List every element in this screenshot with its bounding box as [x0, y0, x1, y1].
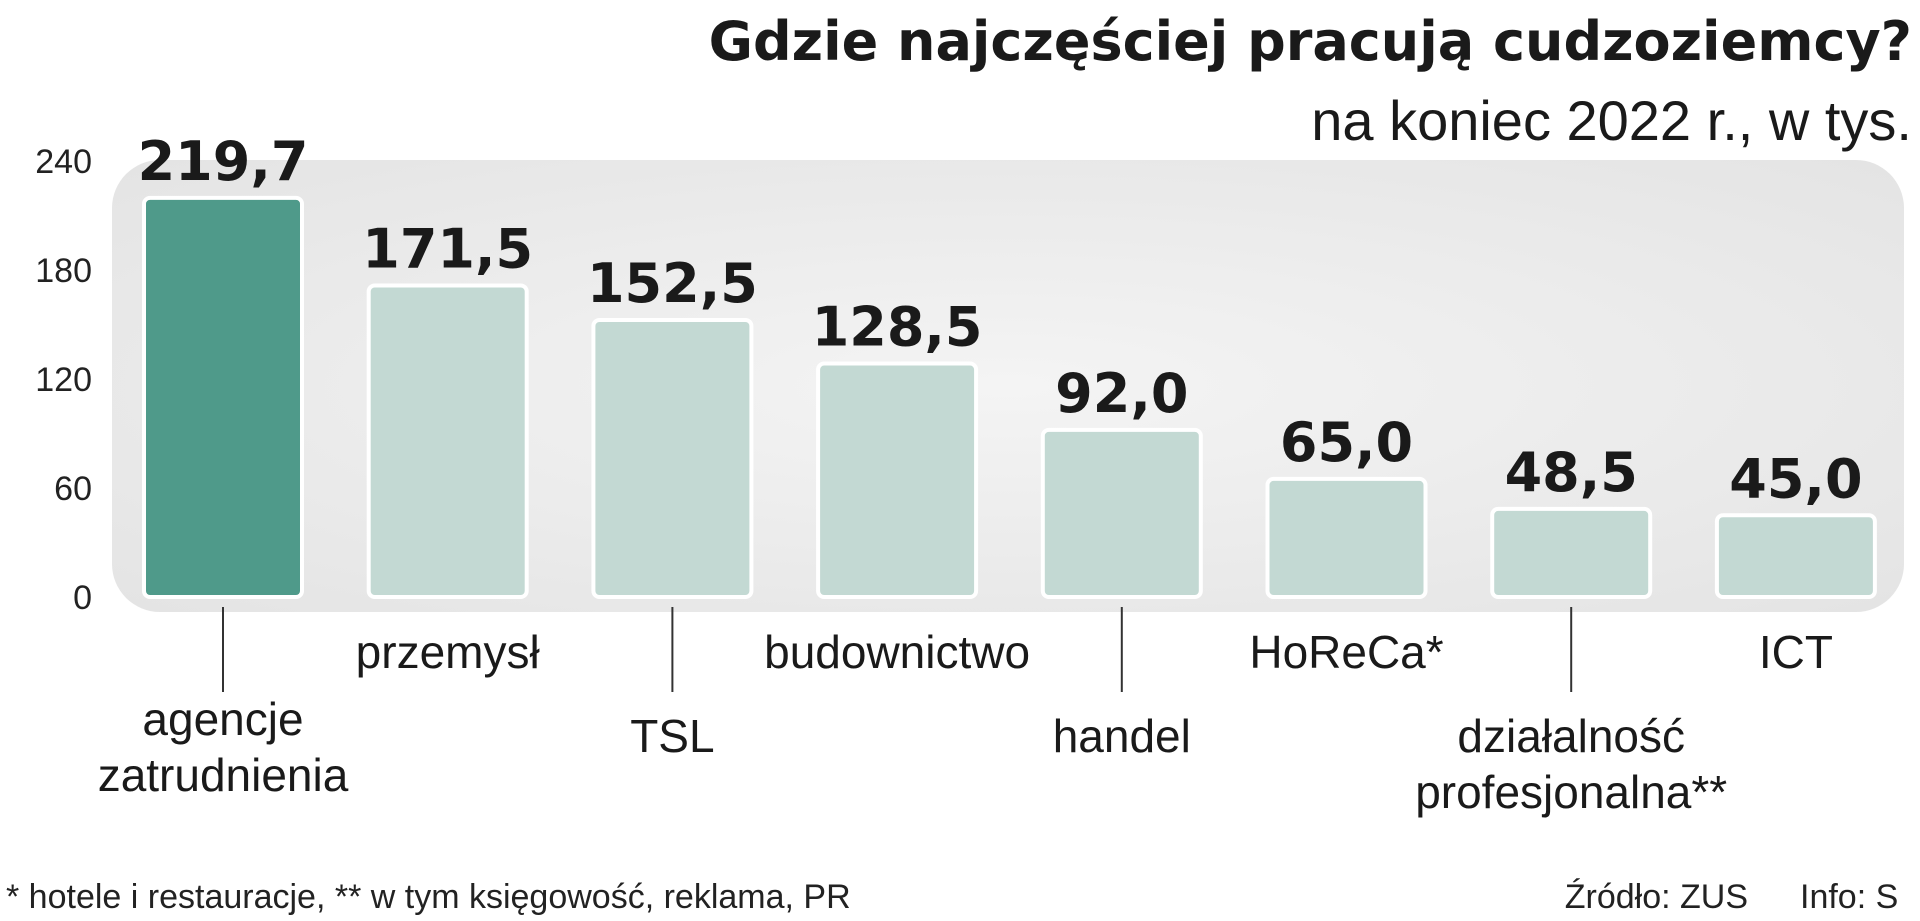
chart-subtitle: na koniec 2022 r., w tys.: [1311, 89, 1912, 152]
bar: [816, 361, 979, 599]
category-labels: agencje zatrudnieniaprzemysłTSLbudownictw…: [98, 626, 1833, 818]
y-tick-label: 60: [54, 470, 92, 508]
category-label-line: zatrudnienia: [98, 749, 349, 801]
bar: [1490, 506, 1653, 599]
data-label: 128,5: [812, 296, 983, 359]
bar: [1040, 427, 1203, 599]
category-label-line: TSL: [630, 710, 714, 762]
bar: [366, 283, 529, 599]
category-label-line: budownictwo: [764, 626, 1030, 678]
category-label: HoReCa*: [1249, 626, 1443, 678]
category-label: działalność profesjonalna**: [1415, 710, 1727, 818]
data-label: 45,0: [1729, 447, 1862, 510]
category-label-line: HoReCa*: [1249, 626, 1443, 678]
chart-title: Gdzie najczęściej pracują cudzoziemcy?: [709, 10, 1912, 73]
value-labels: 219,7 171,5 152,5 128,5 92,0 65,0 48,5 45,0: [138, 130, 1863, 510]
category-label-line: działalność: [1457, 710, 1685, 762]
data-label: 171,5: [362, 217, 533, 280]
category-label-line: ICT: [1759, 626, 1833, 678]
bar: [142, 195, 304, 599]
y-tick-label: 180: [35, 252, 92, 290]
category-label: budownictwo: [764, 626, 1030, 678]
data-label: 65,0: [1280, 411, 1413, 474]
plot-background: [112, 160, 1904, 612]
info-label: Info: S: [1800, 878, 1898, 916]
y-tick-label: 120: [35, 361, 92, 399]
y-axis: 0 60 120 180 240: [35, 143, 92, 617]
bar: [1265, 476, 1428, 599]
bars: [142, 195, 1877, 692]
category-label-line: agencje: [142, 693, 303, 745]
data-label: 152,5: [587, 252, 758, 315]
data-label: 48,5: [1505, 441, 1638, 504]
category-label: TSL: [630, 710, 714, 762]
y-tick-label: 0: [73, 579, 92, 617]
source-label: Źródło: ZUS: [1565, 878, 1748, 916]
category-label: agencje zatrudnienia: [98, 693, 349, 801]
category-label-line: przemysł: [356, 626, 540, 678]
bar: [591, 317, 754, 599]
category-label: przemysł: [356, 626, 540, 678]
bar: [1714, 513, 1877, 599]
category-label: ICT: [1759, 626, 1833, 678]
data-label: 219,7: [138, 130, 309, 193]
category-label-line: profesjonalna**: [1415, 766, 1727, 818]
y-tick-label: 240: [35, 143, 92, 181]
data-label: 92,0: [1055, 362, 1188, 425]
category-label-line: handel: [1053, 710, 1191, 762]
footnote: * hotele i restauracje, ** w tym księgow…: [6, 878, 851, 916]
category-label: handel: [1053, 710, 1191, 762]
